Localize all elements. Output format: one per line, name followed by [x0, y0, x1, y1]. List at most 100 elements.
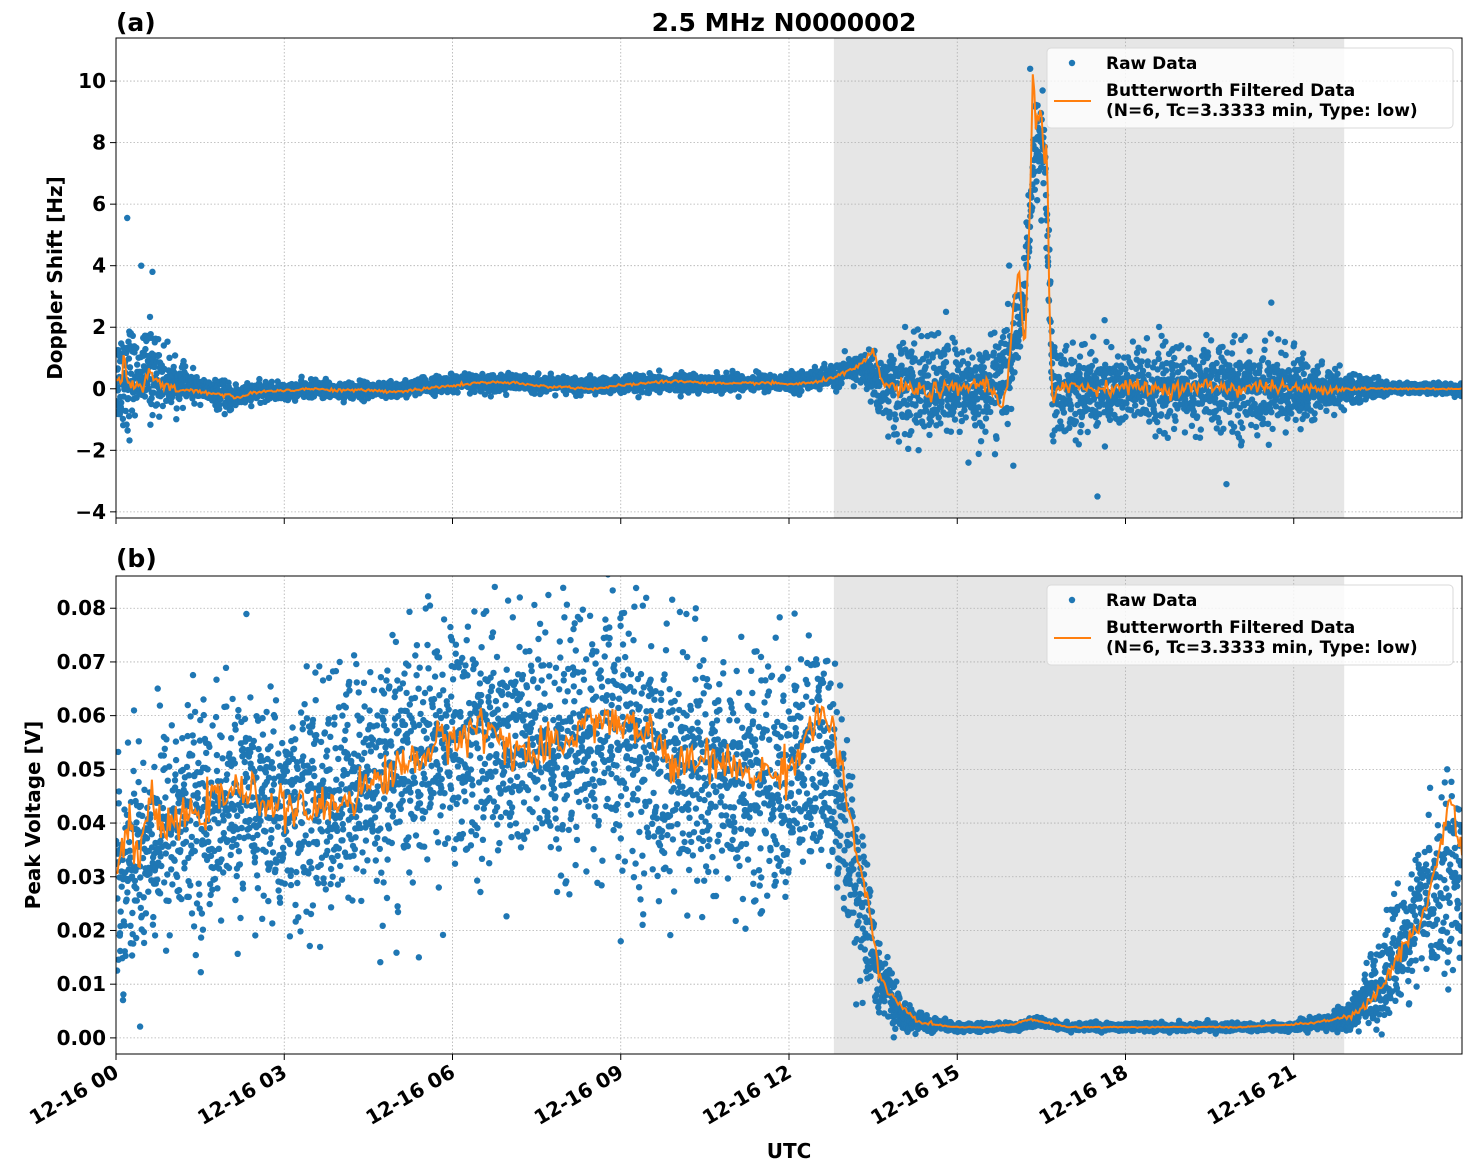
raw-data-point [298, 373, 305, 380]
raw-data-point [1114, 353, 1122, 360]
raw-data-point [1204, 352, 1212, 360]
raw-data-point [924, 372, 932, 379]
raw-data-point [1181, 359, 1188, 366]
raw-data-point [1188, 422, 1196, 429]
raw-data-point [1300, 370, 1308, 378]
raw-data-point [153, 401, 161, 408]
raw-data-point [227, 406, 235, 413]
raw-data-point [1077, 428, 1084, 436]
raw-data-point [938, 399, 945, 407]
raw-data-point [1138, 398, 1145, 405]
raw-data-point [133, 344, 140, 351]
raw-data-point [552, 392, 559, 399]
raw-data-point [191, 400, 198, 407]
raw-data-point [991, 329, 998, 336]
raw-data-point [935, 414, 942, 421]
raw-data-point [1288, 410, 1295, 417]
raw-data-point [126, 364, 134, 371]
raw-data-point [1004, 300, 1012, 308]
raw-data-point [656, 367, 663, 374]
raw-data-point [1234, 412, 1242, 419]
panel-a-plot-area [116, 65, 1462, 500]
raw-data-point [1103, 338, 1110, 346]
raw-data-point [1268, 409, 1275, 416]
raw-data-point [982, 428, 989, 435]
raw-data-point [1216, 419, 1223, 426]
raw-data-point [1228, 350, 1236, 357]
raw-data-point [1317, 403, 1324, 410]
raw-data-point [1261, 346, 1268, 353]
raw-data-point [1264, 420, 1272, 427]
raw-data-point [1207, 337, 1215, 344]
raw-data-point [155, 352, 163, 359]
raw-data-point [1166, 407, 1174, 415]
raw-data-point [1006, 262, 1013, 269]
raw-data-point [156, 413, 163, 420]
raw-data-point [1034, 197, 1041, 204]
raw-data-point [170, 363, 177, 371]
raw-data-point [923, 350, 931, 357]
raw-data-point [838, 380, 845, 387]
raw-data-point [905, 445, 912, 452]
raw-data-point [1039, 87, 1046, 94]
raw-data-point [471, 388, 478, 396]
raw-data-point [1191, 372, 1198, 379]
raw-data-point [935, 329, 942, 337]
raw-data-point [141, 393, 149, 400]
raw-data-point [991, 451, 999, 458]
raw-data-point [248, 402, 255, 410]
raw-data-point [890, 356, 897, 363]
raw-data-point [1311, 416, 1318, 423]
raw-data-point [1075, 441, 1083, 448]
raw-data-point [150, 389, 157, 396]
raw-data-point [978, 423, 986, 430]
raw-data-point [1122, 366, 1129, 373]
raw-data-point [1011, 369, 1018, 376]
raw-data-point [1252, 423, 1260, 431]
raw-data-point [909, 372, 916, 379]
raw-data-point [1238, 438, 1245, 445]
raw-data-point [915, 447, 922, 454]
raw-data-point [1033, 178, 1040, 185]
raw-data-point [841, 348, 848, 355]
raw-data-point [908, 428, 915, 435]
raw-data-point [173, 416, 180, 423]
raw-data-point [1298, 355, 1306, 363]
raw-data-point [1323, 407, 1330, 414]
raw-data-point [147, 421, 154, 428]
raw-data-point [955, 394, 962, 402]
raw-data-point [1101, 443, 1109, 450]
raw-data-point [189, 364, 197, 372]
raw-data-point [171, 352, 179, 359]
raw-data-point [890, 392, 897, 399]
raw-data-point [850, 383, 857, 390]
raw-data-point [906, 411, 914, 419]
raw-data-point [1155, 323, 1163, 331]
raw-data-point [885, 433, 892, 440]
raw-data-point [454, 389, 461, 396]
raw-data-point [1155, 355, 1163, 363]
raw-data-point [926, 431, 933, 439]
raw-data-point [1132, 402, 1139, 409]
raw-data-point [1291, 340, 1298, 347]
raw-data-point [1331, 411, 1338, 419]
raw-data-point [956, 428, 963, 435]
raw-data-point [961, 407, 968, 414]
raw-data-point [256, 375, 263, 383]
raw-data-point [1191, 357, 1199, 364]
raw-data-point [1230, 423, 1238, 430]
raw-data-point [128, 407, 136, 414]
raw-data-point [1162, 367, 1170, 374]
raw-data-point [503, 391, 510, 398]
raw-data-point [1213, 359, 1220, 367]
raw-data-point [1084, 428, 1091, 436]
raw-data-point [1311, 410, 1318, 417]
raw-data-point [899, 339, 907, 347]
raw-data-point [893, 431, 900, 438]
raw-data-point [146, 313, 154, 321]
raw-data-point [1139, 367, 1147, 374]
raw-data-point [886, 414, 893, 421]
raw-data-point [119, 415, 127, 423]
raw-data-point [901, 323, 909, 331]
raw-data-point [116, 365, 121, 372]
